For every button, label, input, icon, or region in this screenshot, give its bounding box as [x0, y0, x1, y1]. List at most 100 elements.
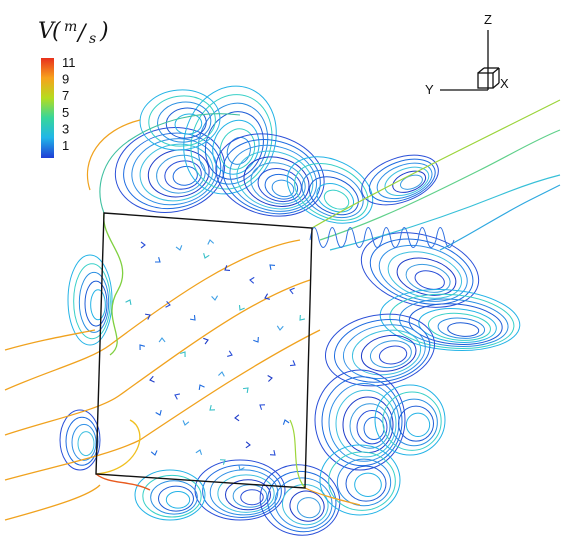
vortex-loop	[250, 162, 306, 205]
z-axis-label: Z	[484, 12, 492, 27]
vortex-loop	[314, 369, 406, 471]
vortex-loop	[354, 472, 382, 497]
vortex-loop	[360, 232, 480, 308]
vortex-loop	[309, 176, 359, 216]
vortex-loop	[319, 444, 401, 516]
vortex-loop	[301, 169, 364, 219]
arrow-glyph	[218, 371, 225, 377]
streamline	[95, 419, 141, 475]
svg-text:): )	[99, 19, 109, 44]
vortex-loop	[90, 289, 106, 321]
arrow-glyph	[289, 287, 295, 295]
arrow-glyph	[144, 313, 151, 320]
arrow-glyph	[276, 325, 284, 331]
streamline	[289, 419, 306, 489]
vortex-loop	[336, 458, 392, 507]
streamline	[86, 119, 141, 191]
arrow-glyph	[249, 276, 255, 284]
vortex-loop	[59, 409, 101, 471]
vortex-loop	[335, 389, 397, 458]
vortex-loop	[321, 376, 403, 467]
arrow-glyph	[209, 405, 216, 411]
legend-tick-label: 5	[62, 105, 69, 120]
vortex-loop	[376, 162, 433, 200]
arrow-glyph	[158, 337, 166, 343]
arrow-glyph	[219, 459, 226, 465]
vortex-loop	[390, 398, 438, 447]
streamline	[4, 329, 321, 481]
legend-tick-labels: 11 97 53 1	[62, 55, 76, 153]
vortex-loop	[382, 391, 442, 451]
vortex-loop	[114, 127, 226, 213]
legend-color-bar	[41, 58, 54, 158]
vortex-loop	[215, 133, 325, 217]
vortex-loop	[328, 451, 396, 511]
arrow-glyph	[227, 350, 233, 357]
vortex-loop	[172, 165, 198, 186]
legend-tick-label: 1	[62, 138, 69, 153]
arrow-glyph	[140, 241, 146, 249]
vortex-loop	[139, 89, 221, 151]
svg-text:(: (	[52, 19, 61, 44]
vortex-loop	[73, 263, 111, 340]
vortex-loop	[71, 423, 97, 461]
arrow-glyph	[207, 239, 215, 245]
arrow-glyph	[269, 450, 276, 456]
vortex-loop	[363, 416, 385, 441]
vortex-loop	[183, 85, 277, 195]
vortex-loop	[408, 303, 503, 345]
vortex-loop	[222, 139, 321, 215]
arrow-glyph	[269, 264, 276, 271]
vortex-loop	[349, 403, 391, 449]
arrow-glyph	[174, 393, 181, 400]
vortex-loop	[286, 156, 374, 224]
vortex-loop	[396, 257, 457, 296]
arrow-glyph	[238, 304, 245, 311]
vortex-loop	[342, 324, 426, 379]
vortex-loop	[243, 156, 310, 207]
streamlines	[4, 85, 561, 536]
arrow-glyph	[282, 419, 290, 425]
vortex-loop	[418, 308, 497, 343]
vortex-loop	[226, 136, 251, 165]
arrow-glyph	[289, 360, 296, 367]
vortex-loop	[399, 174, 423, 190]
arrow-glyph	[180, 351, 186, 358]
arrow-glyph	[150, 450, 158, 456]
arrow-glyph	[182, 420, 190, 426]
vortex-loop	[414, 270, 445, 290]
streamline	[439, 184, 561, 251]
legend-unit-numerator: m	[64, 19, 77, 35]
vortex-loop	[257, 168, 302, 203]
vortex-loop	[427, 312, 491, 341]
streamline	[4, 239, 301, 391]
legend-tick-label: 7	[62, 88, 69, 103]
arrow-glyph	[203, 253, 210, 259]
arrow-glyph	[299, 314, 306, 321]
legend-tick-label: 9	[62, 72, 69, 87]
vortex-loop	[236, 150, 314, 210]
vortex-loop	[282, 483, 329, 526]
vortex-loop	[378, 345, 408, 365]
vortex-loop	[264, 173, 299, 200]
x-axis-label: X	[500, 76, 509, 91]
arrow-glyph	[125, 299, 132, 306]
arrow-glyph	[253, 336, 259, 343]
vortex-loop	[398, 405, 434, 442]
vortex-loop	[361, 154, 439, 206]
streamline	[4, 279, 311, 436]
vortex-loop	[157, 101, 212, 143]
vortex-loop	[209, 469, 279, 516]
legend-tick-label: 11	[62, 55, 76, 70]
arrow-glyph	[198, 384, 205, 391]
streamline	[304, 487, 361, 506]
arrow-glyph	[264, 293, 270, 300]
arrow-glyph	[154, 257, 161, 263]
vortex-loop	[142, 474, 202, 518]
vortex-loop	[271, 179, 295, 198]
streamline	[309, 227, 455, 248]
legend-tick-label: 3	[62, 121, 69, 136]
vortex-loop	[399, 298, 509, 347]
vortex-loop	[368, 158, 436, 203]
